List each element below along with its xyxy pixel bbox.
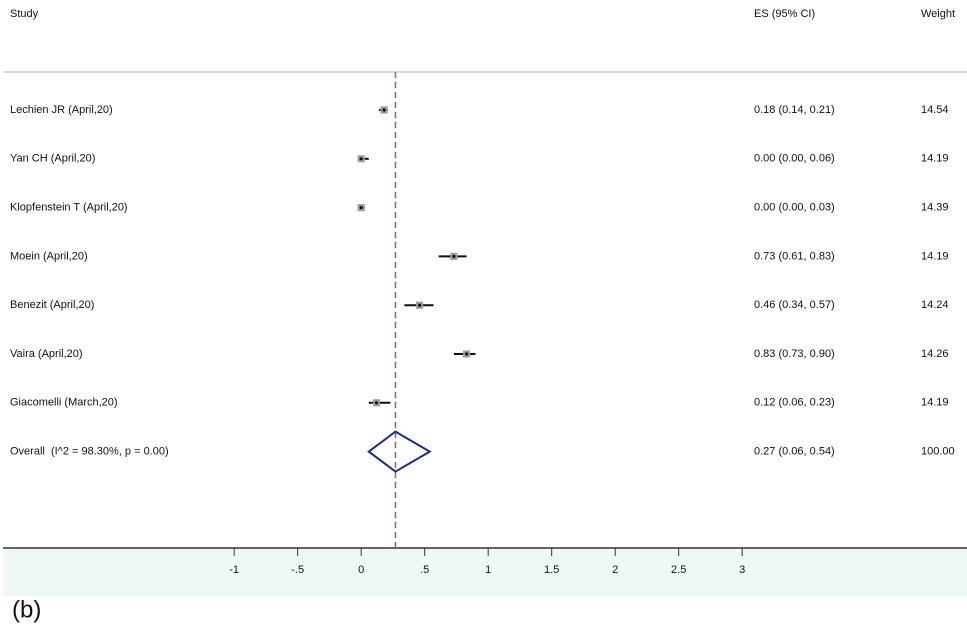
study-label: Benezit (April,20): [10, 299, 94, 311]
point: [452, 254, 456, 258]
es-label: 0.12 (0.06, 0.23): [754, 397, 835, 409]
overall-weight-label: 100.00: [921, 446, 955, 458]
es-label: 0.00 (0.00, 0.06): [754, 153, 835, 165]
x-tick-label: 2: [612, 564, 618, 576]
weight-label: 14.54: [921, 104, 949, 116]
x-tick-label: -1: [229, 564, 239, 576]
study-label: Lechien JR (April,20): [10, 104, 113, 116]
es-label: 0.00 (0.00, 0.03): [754, 202, 835, 214]
weight-label: 14.19: [921, 250, 949, 262]
es-label: 0.73 (0.61, 0.83): [754, 250, 835, 262]
x-tick-label: -.5: [291, 564, 304, 576]
es-header: ES (95% CI): [754, 8, 815, 20]
overall-label: Overall (I^2 = 98.30%, p = 0.00): [10, 446, 169, 458]
point: [359, 157, 363, 161]
point: [374, 401, 379, 405]
x-tick-label: .5: [420, 564, 429, 576]
point: [382, 108, 386, 112]
es-label: 0.46 (0.34, 0.57): [754, 299, 835, 311]
study-label: Giacomelli (March,20): [10, 397, 118, 409]
study-header: Study: [10, 8, 39, 20]
overall-diamond: [367, 430, 432, 473]
weight-label: 14.19: [921, 397, 949, 409]
weight-header: Weight: [921, 8, 955, 20]
x-tick-label: 1: [485, 564, 491, 576]
es-label: 0.18 (0.14, 0.21): [754, 104, 835, 116]
weight-label: 14.26: [921, 348, 949, 360]
x-tick-label: 2.5: [671, 564, 686, 576]
study-label: Yan CH (April,20): [10, 153, 95, 165]
axis-band: [3, 548, 967, 596]
study-label: Vaira (April,20): [10, 348, 83, 360]
weight-label: 14.19: [921, 153, 949, 165]
x-tick-label: 0: [358, 564, 364, 576]
point: [417, 303, 422, 307]
es-label: 0.83 (0.73, 0.90): [754, 348, 835, 360]
overall-es-label: 0.27 (0.06, 0.54): [754, 446, 835, 458]
point: [464, 352, 469, 356]
study-label: Moein (April,20): [10, 250, 88, 262]
study-label: Klopfenstein T (April,20): [10, 202, 128, 214]
x-tick-label: 3: [739, 564, 745, 576]
weight-label: 14.39: [921, 202, 949, 214]
weight-label: 14.24: [921, 299, 949, 311]
caption: (b): [12, 596, 41, 623]
x-tick-label: 1.5: [544, 564, 559, 576]
point: [359, 206, 363, 210]
